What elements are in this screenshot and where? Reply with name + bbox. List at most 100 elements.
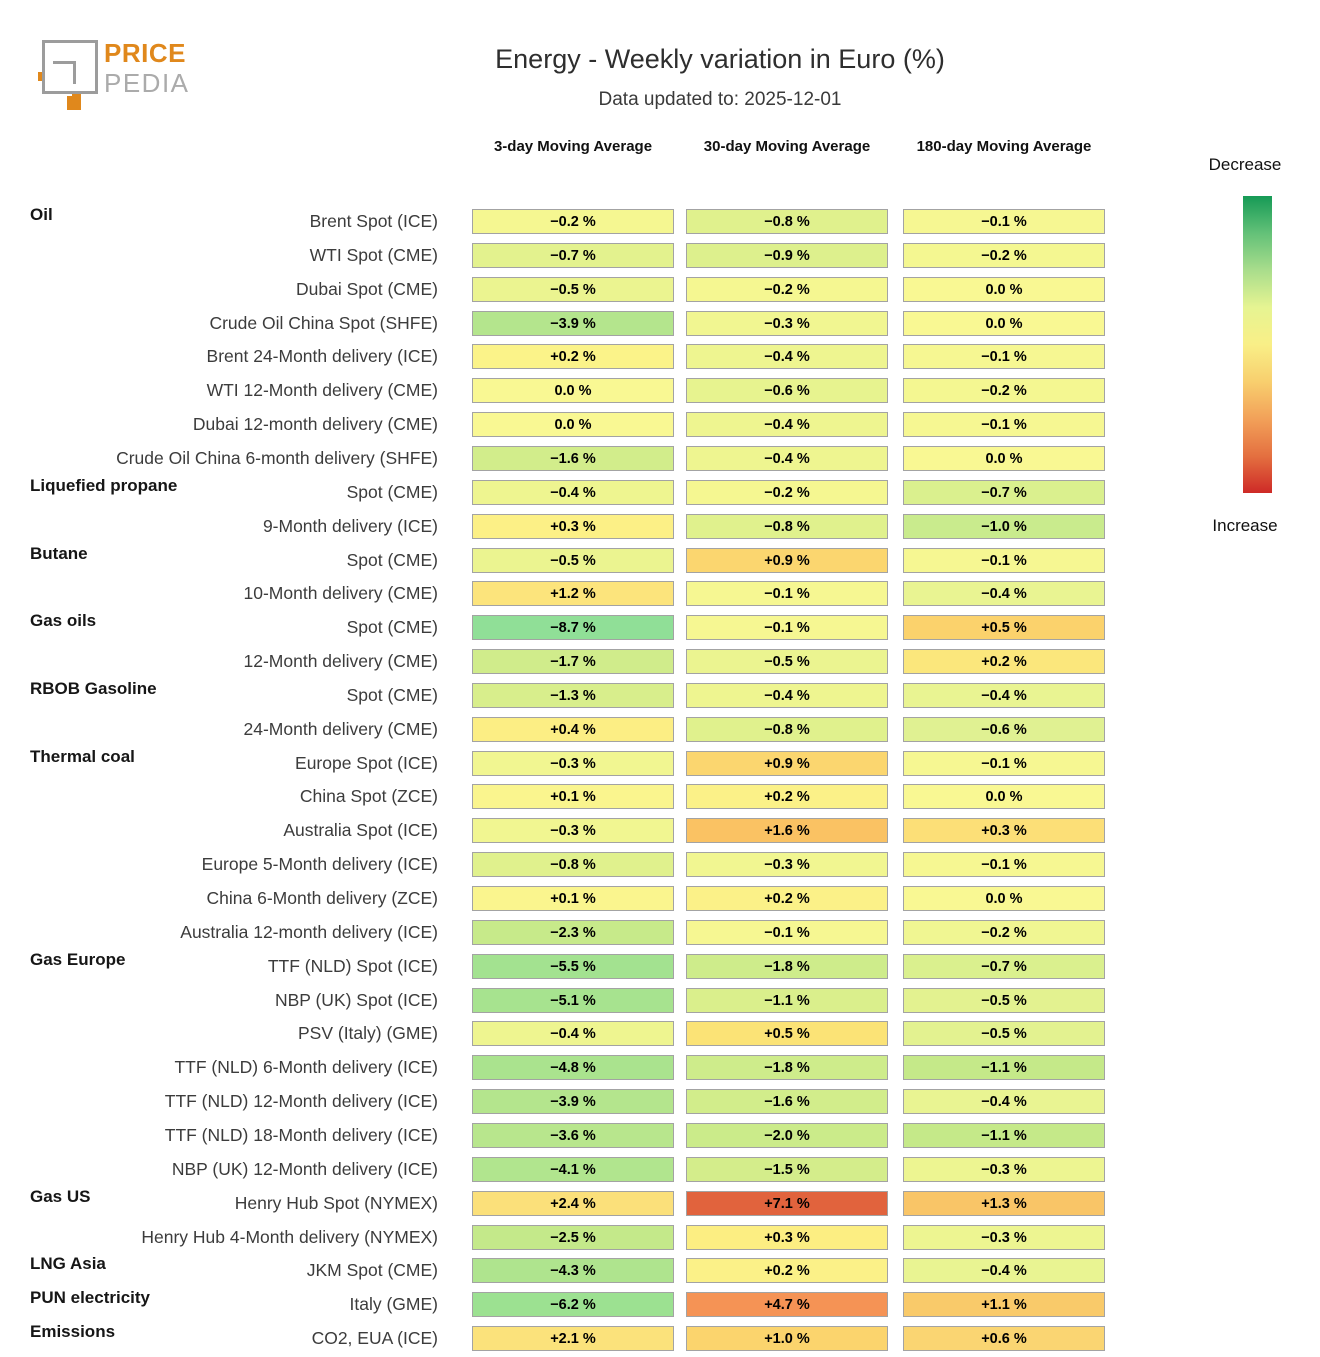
heatmap-cell-30day: −0.3 % (686, 310, 888, 336)
heatmap-cell-180day: −0.4 % (903, 581, 1105, 607)
logo-orange-square-icon (67, 96, 81, 110)
heatmap-cell-30day: −0.4 % (686, 412, 888, 438)
heatmap-cell-30day: +0.9 % (686, 750, 888, 776)
row-label: Spot (CME) (346, 684, 438, 705)
heatmap-cell-180day: 0.0 % (903, 276, 1105, 302)
logo-gray-square-icon (42, 40, 98, 94)
heatmap-cell-180day: 0.0 % (903, 886, 1105, 911)
heatmap-table: Oil Brent Spot (ICE) −0.2 % −0.8 % −0.1 … (0, 205, 1320, 1357)
heatmap-cell-3day: −0.3 % (472, 750, 674, 776)
heatmap-cell-3day: +2.4 % (472, 1190, 674, 1216)
table-row: Gas Europe TTF (NLD) Spot (ICE) −5.5 % −… (0, 950, 1320, 988)
table-row: Thermal coal Europe Spot (ICE) −0.3 % +0… (0, 747, 1320, 785)
heatmap-cell-3day: −0.3 % (472, 818, 674, 844)
category-label: Gas Europe (30, 949, 126, 969)
heatmap-cell-180day: −0.6 % (903, 716, 1105, 742)
heatmap-cell-180day: −0.2 % (903, 242, 1105, 268)
heatmap-cell-3day: +2.1 % (472, 1326, 674, 1352)
row-label: TTF (NLD) Spot (ICE) (267, 955, 438, 976)
row-label: Australia Spot (ICE) (283, 820, 438, 841)
category-label: Butane (30, 543, 88, 563)
row-label: Brent Spot (ICE) (309, 211, 438, 231)
heatmap-cell-180day: −0.1 % (903, 547, 1105, 573)
table-row: PUN electricity Italy (GME) −6.2 % +4.7 … (0, 1288, 1320, 1326)
heatmap-cell-3day: −0.7 % (472, 242, 674, 268)
heatmap-cell-30day: −0.1 % (686, 615, 888, 641)
heatmap-cell-3day: +0.3 % (472, 513, 674, 539)
heatmap-cell-180day: −1.1 % (903, 1122, 1105, 1148)
table-row: TTF (NLD) 18-Month delivery (ICE) −3.6 %… (0, 1122, 1320, 1157)
table-row: Crude Oil China Spot (SHFE) −3.9 % −0.3 … (0, 310, 1320, 345)
heatmap-cell-180day: 0.0 % (903, 310, 1105, 336)
heatmap-cell-3day: −0.5 % (472, 276, 674, 302)
logo-text-pedia: PEDIA (104, 68, 190, 98)
heatmap-cell-30day: −0.8 % (686, 209, 888, 234)
heatmap-cell-30day: −1.1 % (686, 987, 888, 1013)
table-row: TTF (NLD) 6-Month delivery (ICE) −4.8 % … (0, 1055, 1320, 1089)
table-row: RBOB Gasoline Spot (CME) −1.3 % −0.4 % −… (0, 679, 1320, 717)
table-row: PSV (Italy) (GME) −0.4 % +0.5 % −0.5 % (0, 1021, 1320, 1055)
row-label: Dubai 12-month delivery (CME) (192, 414, 438, 435)
row-label: WTI Spot (CME) (309, 244, 438, 265)
table-row: Australia Spot (ICE) −0.3 % +1.6 % +0.3 … (0, 818, 1320, 852)
heatmap-cell-3day: +0.1 % (472, 784, 674, 810)
row-label: 9-Month delivery (ICE) (262, 515, 438, 536)
row-label: Brent 24-Month delivery (ICE) (206, 346, 438, 367)
heatmap-cell-3day: −4.8 % (472, 1055, 674, 1081)
row-label: TTF (NLD) 18-Month delivery (ICE) (164, 1124, 438, 1145)
heatmap-cell-3day: +0.4 % (472, 716, 674, 742)
heatmap-cell-30day: −0.5 % (686, 649, 888, 675)
row-label: NBP (UK) 12-Month delivery (ICE) (171, 1158, 438, 1179)
table-row: WTI Spot (CME) −0.7 % −0.9 % −0.2 % (0, 242, 1320, 277)
heatmap-cell-3day: −4.1 % (472, 1156, 674, 1182)
heatmap-cell-3day: −8.7 % (472, 615, 674, 641)
heatmap-cell-180day: −0.2 % (903, 378, 1105, 404)
heatmap-cell-30day: +7.1 % (686, 1190, 888, 1216)
category-label: Liquefied propane (30, 475, 178, 495)
heatmap-cell-3day: −5.1 % (472, 987, 674, 1013)
category-label: Thermal coal (30, 746, 135, 766)
heatmap-cell-30day: −0.3 % (686, 852, 888, 878)
category-label: Oil (30, 205, 53, 224)
heatmap-cell-180day: −1.0 % (903, 513, 1105, 539)
heatmap-cell-30day: +0.2 % (686, 1258, 888, 1284)
heatmap-cell-30day: −1.8 % (686, 953, 888, 979)
pricepedia-logo: PRICE PEDIA (30, 30, 280, 125)
heatmap-cell-30day: −0.4 % (686, 682, 888, 708)
row-label: Dubai Spot (CME) (296, 278, 438, 299)
heatmap-cell-30day: −0.2 % (686, 479, 888, 505)
column-header: 3-day Moving Average (493, 138, 653, 155)
heatmap-cell-3day: +0.2 % (472, 344, 674, 370)
heatmap-cell-3day: −0.5 % (472, 547, 674, 573)
heatmap-cell-3day: −2.3 % (472, 919, 674, 945)
table-row: NBP (UK) Spot (ICE) −5.1 % −1.1 % −0.5 % (0, 987, 1320, 1022)
heatmap-cell-3day: −3.9 % (472, 1089, 674, 1115)
legend-decrease-label: Decrease (1208, 155, 1282, 174)
heatmap-cell-30day: +0.3 % (686, 1224, 888, 1250)
category-label: RBOB Gasoline (30, 678, 157, 698)
table-row: Australia 12-month delivery (ICE) −2.3 %… (0, 919, 1320, 954)
table-row: Gas US Henry Hub Spot (NYMEX) +2.4 % +7.… (0, 1187, 1320, 1225)
table-row: Crude Oil China 6-month delivery (SHFE) … (0, 445, 1320, 480)
page-subtitle: Data updated to: 2025-12-01 (598, 89, 842, 110)
row-label: PSV (Italy) (GME) (297, 1023, 438, 1044)
heatmap-cell-180day: −0.4 % (903, 682, 1105, 708)
heatmap-cell-180day: −0.1 % (903, 412, 1105, 438)
table-row: China 6-Month delivery (ZCE) +0.1 % +0.2… (0, 886, 1320, 920)
heatmap-cell-30day: −0.4 % (686, 445, 888, 471)
row-label: TTF (NLD) 12-Month delivery (ICE) (164, 1091, 438, 1112)
table-row: 24-Month delivery (CME) +0.4 % −0.8 % −0… (0, 716, 1320, 751)
table-row: Liquefied propane Spot (CME) −0.4 % −0.2… (0, 476, 1320, 514)
row-label: 12-Month delivery (CME) (243, 651, 439, 672)
category-label: LNG Asia (30, 1254, 106, 1274)
heatmap-cell-3day: −0.2 % (472, 209, 674, 234)
heatmap-cell-180day: +0.2 % (903, 649, 1105, 675)
row-label: Australia 12-month delivery (ICE) (180, 921, 438, 942)
category-label: Emissions (30, 1322, 116, 1342)
row-label: Henry Hub Spot (NYMEX) (234, 1192, 438, 1213)
heatmap-cell-180day: −0.4 % (903, 1089, 1105, 1115)
heatmap-cell-180day: −0.7 % (903, 479, 1105, 505)
heatmap-cell-30day: −0.6 % (686, 378, 888, 404)
table-row: Butane Spot (CME) −0.5 % +0.9 % −0.1 % (0, 544, 1320, 582)
heatmap-cell-180day: 0.0 % (903, 784, 1105, 810)
